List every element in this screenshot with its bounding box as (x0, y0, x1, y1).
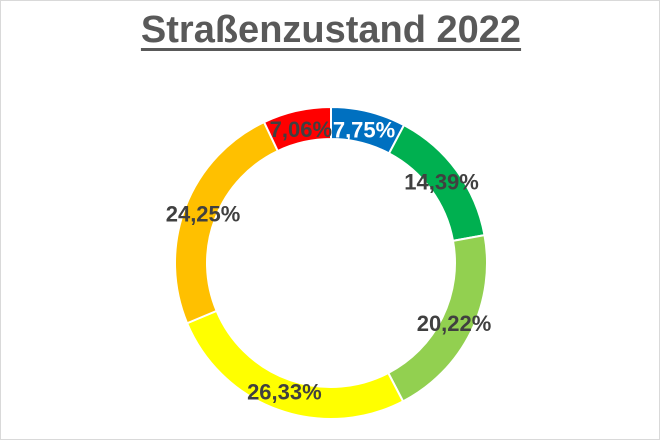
slice-data-label-3: 20,22% (417, 311, 492, 336)
doughnut-slice-6 (262, 105, 332, 153)
slice-data-label-4: 26,33% (247, 379, 322, 404)
chart-title: Straßenzustand 2022 (140, 9, 522, 51)
slice-data-label-2: 14,39% (404, 170, 479, 195)
slice-data-label-6: 7,06% (270, 117, 332, 142)
slice-data-label-5: 24,25% (166, 202, 241, 227)
slice-data-label-1: 7,75% (333, 118, 395, 143)
